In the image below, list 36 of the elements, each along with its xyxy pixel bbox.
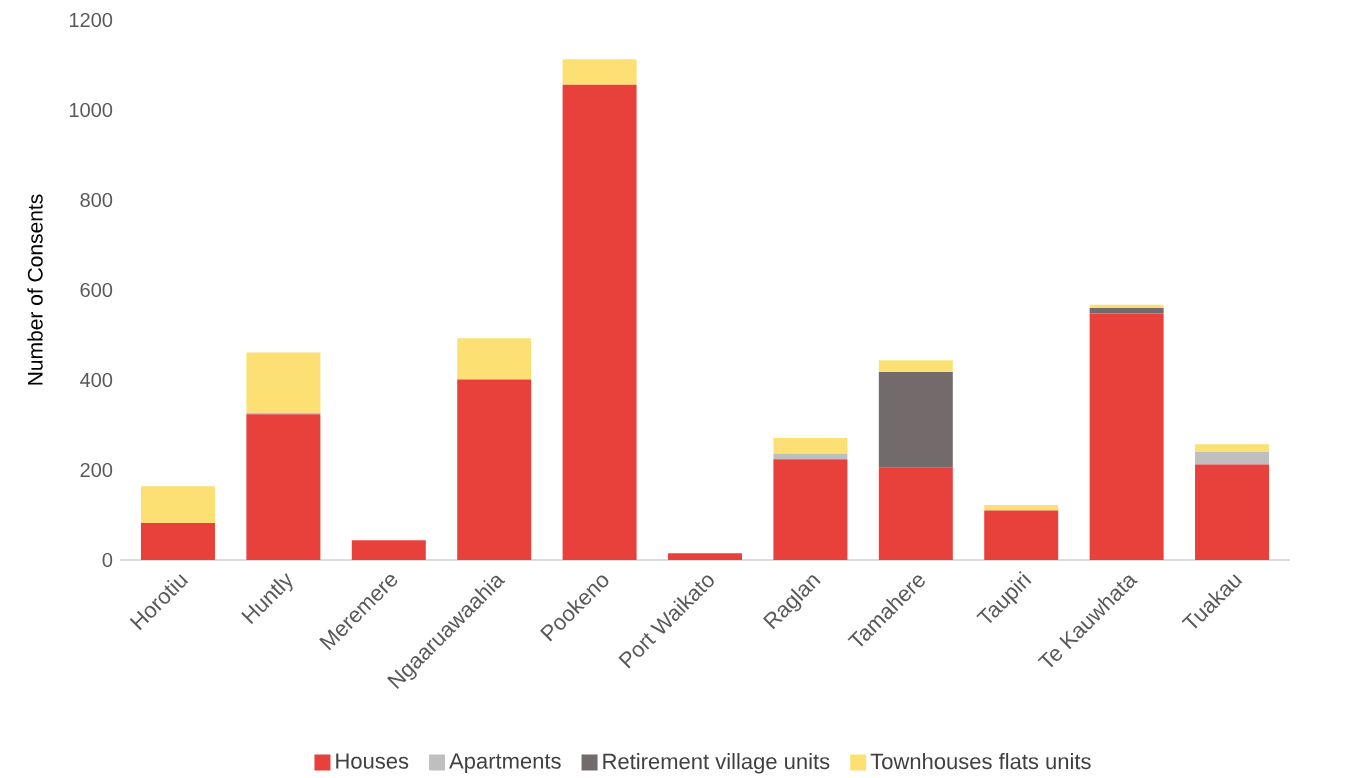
bar xyxy=(773,459,848,560)
y-tick-label: 400 xyxy=(80,372,113,388)
y-tick-label: 1000 xyxy=(69,102,113,118)
bar xyxy=(351,540,426,560)
y-tick-label: 200 xyxy=(80,462,113,478)
bar xyxy=(457,379,532,560)
bar xyxy=(562,84,637,560)
y-tick-label: 1200 xyxy=(69,12,113,28)
legend-label: Houses xyxy=(336,753,409,769)
legend-label: Retirement village units xyxy=(603,753,830,774)
bar xyxy=(878,371,953,468)
y-tick-label: 600 xyxy=(80,282,113,298)
bar xyxy=(878,360,953,372)
bar xyxy=(773,438,848,454)
bar xyxy=(878,467,953,560)
legend-label: Apartments xyxy=(449,753,561,774)
bar xyxy=(1089,308,1164,314)
bar xyxy=(562,59,637,85)
bar xyxy=(140,523,215,560)
bar xyxy=(1195,444,1270,452)
bar xyxy=(773,453,848,460)
bar xyxy=(1089,304,1164,308)
bar xyxy=(457,338,532,380)
legend-label: Townhouses flats units xyxy=(870,753,1091,770)
y-axis-title: Number of Consents xyxy=(27,194,43,385)
bar xyxy=(1195,464,1270,560)
bar xyxy=(668,553,742,560)
bar xyxy=(984,505,1059,511)
bar xyxy=(984,510,1059,560)
y-tick-label: 0 xyxy=(102,552,113,568)
y-tick-label: 800 xyxy=(80,192,113,208)
bar xyxy=(246,414,321,560)
bar xyxy=(246,352,321,413)
bar xyxy=(1089,313,1164,560)
bar xyxy=(140,486,215,524)
bar xyxy=(1195,452,1270,465)
